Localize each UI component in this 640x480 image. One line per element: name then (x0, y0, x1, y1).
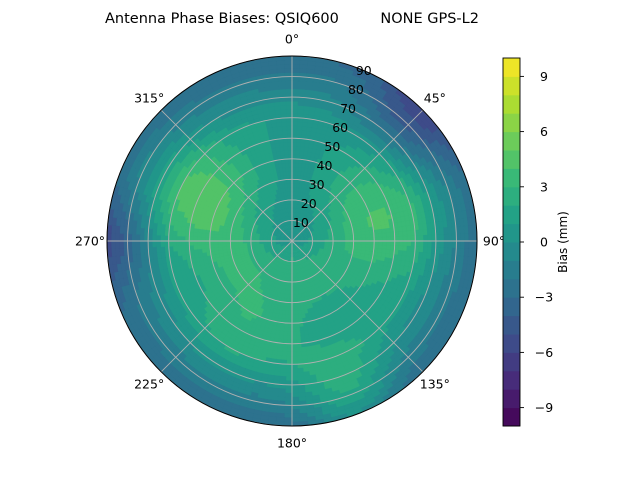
chart-title: Antenna Phase Biases: QSIQ600 NONE GPS-L… (105, 11, 479, 27)
bias-field (107, 56, 477, 426)
